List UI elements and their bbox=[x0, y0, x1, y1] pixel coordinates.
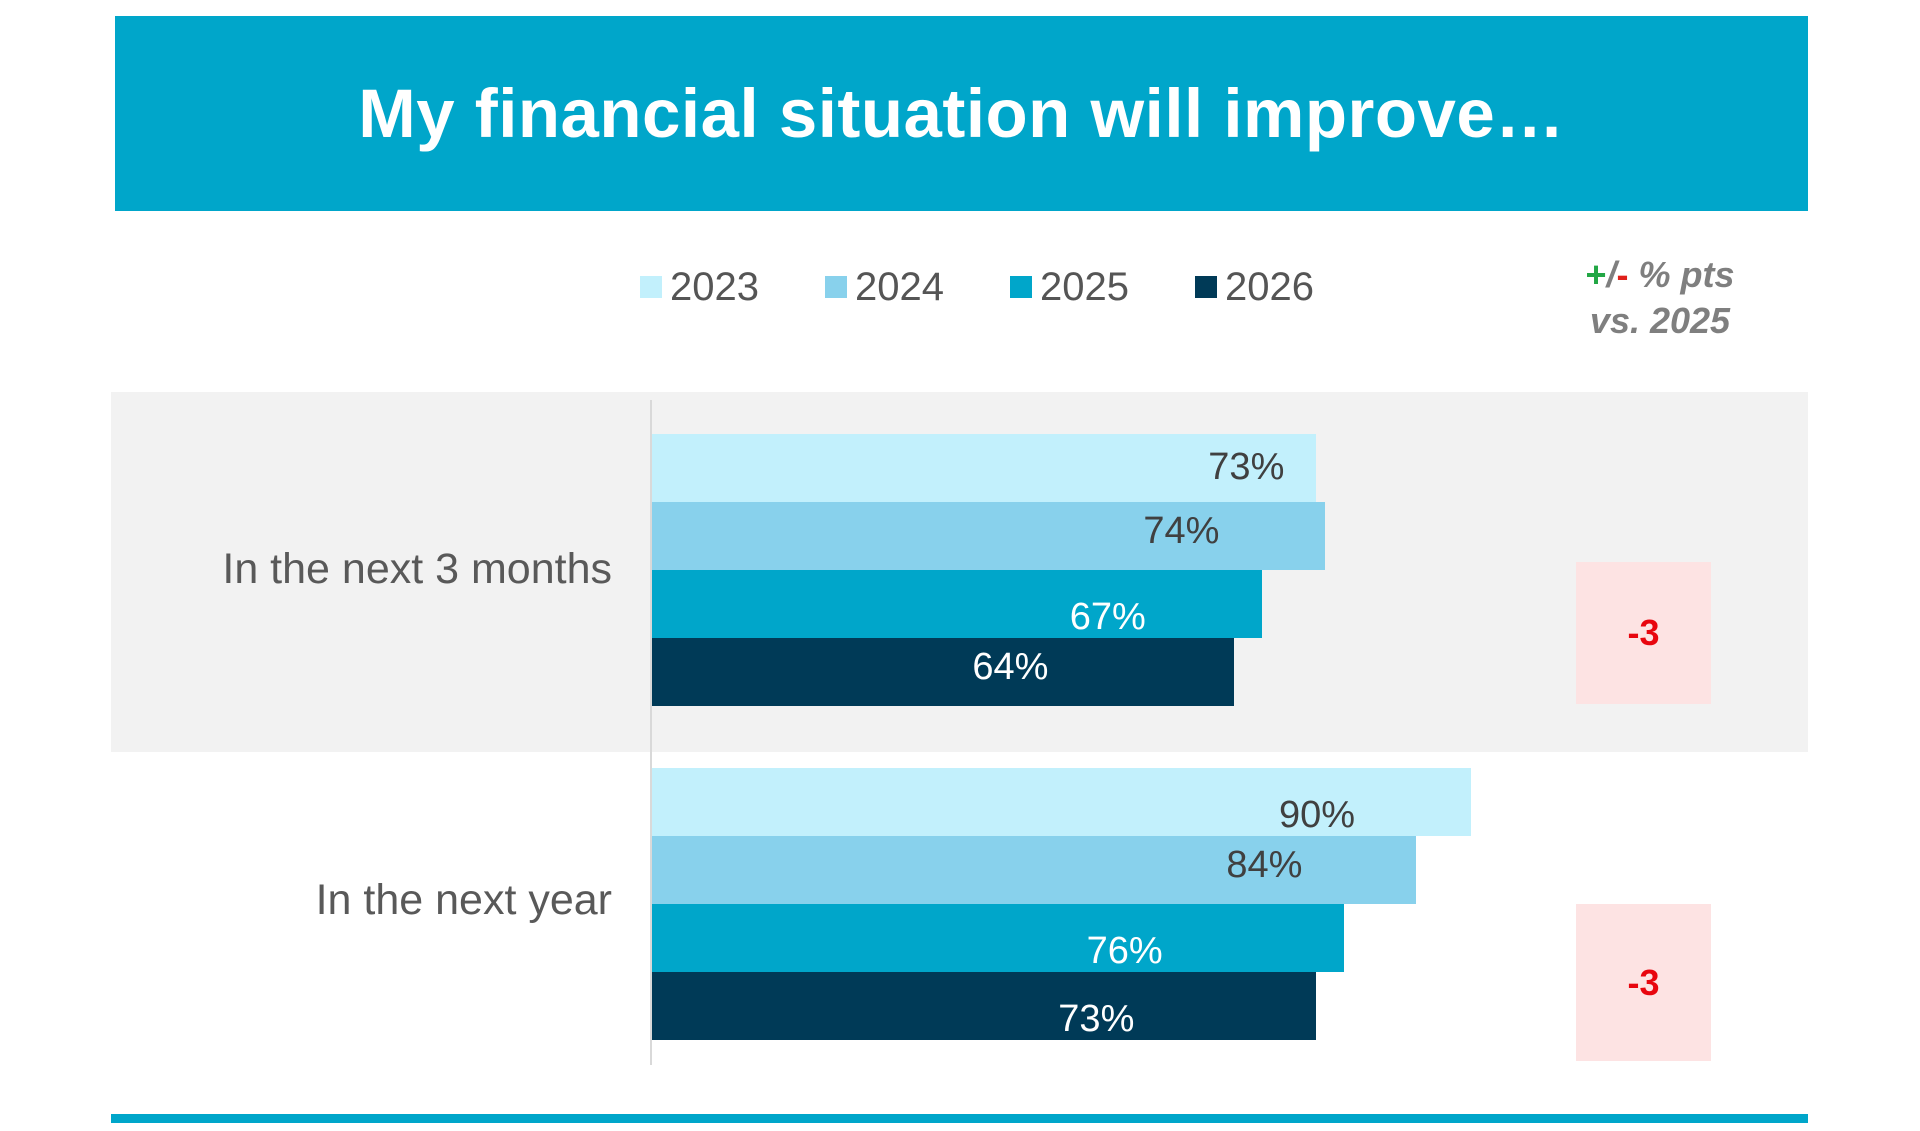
diff-box-0: -3 bbox=[1576, 562, 1711, 704]
bar-2024-0 bbox=[652, 502, 1326, 570]
legend-swatch-2023 bbox=[640, 276, 662, 298]
legend-item-2025: 2025 bbox=[1009, 264, 1129, 310]
legend-label-2024: 2024 bbox=[854, 264, 944, 309]
legend-label-2023: 2023 bbox=[670, 264, 759, 309]
bar-label-2023-1: 90% bbox=[1279, 794, 1356, 836]
bar-label-2026-0: 64% bbox=[972, 646, 1049, 688]
bar-2023-0 bbox=[652, 434, 1317, 502]
diff-box-1: -3 bbox=[1576, 904, 1711, 1061]
chart-title: My financial situation will improve… bbox=[358, 75, 1565, 152]
legend-item-2023: 2023 bbox=[640, 265, 759, 310]
legend-label-2025: 2025 bbox=[1039, 264, 1129, 309]
bar-label-2026-1: 73% bbox=[1058, 998, 1135, 1040]
bar-label-2023-0: 73% bbox=[1208, 446, 1285, 488]
legend-item-2026: 2026 bbox=[1194, 264, 1314, 310]
diff-header-slash: / bbox=[1606, 254, 1617, 295]
diff-value-1: -3 bbox=[1627, 961, 1660, 1003]
bar-label-2025-1: 76% bbox=[1086, 930, 1163, 972]
bar-2023-1 bbox=[652, 768, 1471, 836]
diff-header: +/- % pts vs. 2025 bbox=[1530, 252, 1790, 344]
category-label-1: In the next year bbox=[315, 876, 612, 924]
legend-swatch-2024 bbox=[824, 276, 847, 298]
bar-2024-1 bbox=[652, 836, 1417, 904]
legend: 2023 2024 2025 2026 bbox=[640, 262, 1380, 312]
legend-item-2024: 2024 bbox=[824, 264, 944, 310]
legend-swatch-2026 bbox=[1194, 276, 1217, 298]
diff-value-0: -3 bbox=[1627, 612, 1660, 653]
diff-header-vs: vs. 2025 bbox=[1589, 300, 1731, 341]
bar-2025-0 bbox=[652, 570, 1262, 638]
bar-label-2024-0: 74% bbox=[1143, 510, 1220, 552]
bar-2025-1 bbox=[652, 904, 1344, 972]
bar-label-2025-0: 67% bbox=[1069, 596, 1146, 638]
legend-label-2026: 2026 bbox=[1224, 264, 1314, 309]
bottom-rule bbox=[111, 1114, 1808, 1123]
title-banner: My financial situation will improve… bbox=[115, 16, 1808, 211]
category-label-0: In the next 3 months bbox=[222, 545, 612, 593]
bar-label-2024-1: 84% bbox=[1226, 844, 1303, 886]
category-axis-line bbox=[650, 400, 652, 1065]
legend-swatch-2025 bbox=[1009, 276, 1032, 298]
diff-header-plus: + bbox=[1585, 254, 1607, 295]
diff-header-pts: % pts bbox=[1628, 254, 1735, 295]
diff-header-minus: - bbox=[1616, 254, 1629, 295]
bar-2026-0 bbox=[652, 638, 1235, 706]
bar-2026-1 bbox=[652, 972, 1317, 1040]
